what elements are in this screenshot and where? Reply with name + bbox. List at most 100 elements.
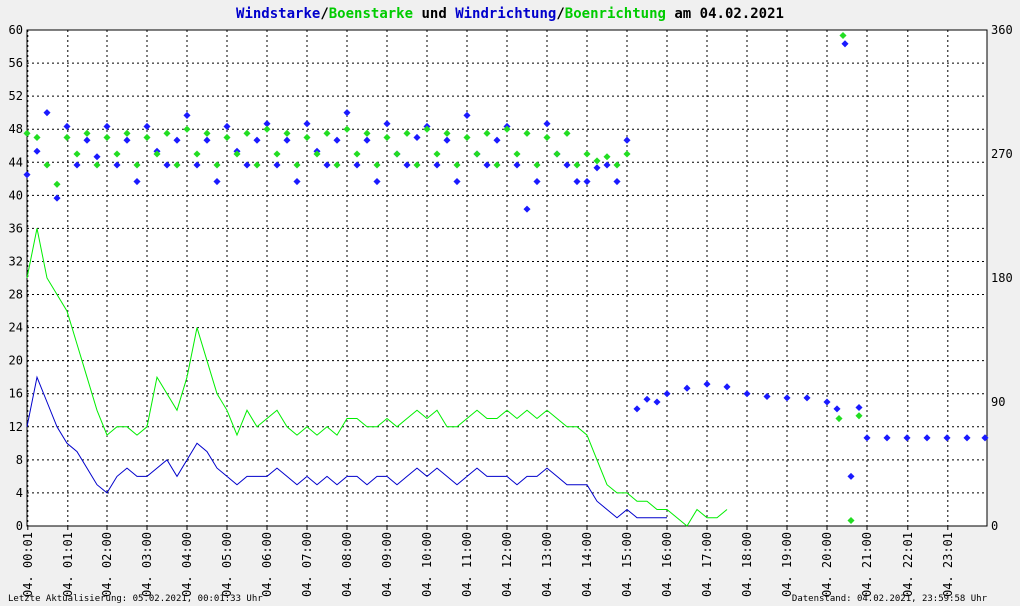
series-boenrichtung-point <box>413 161 421 169</box>
series-windrichtung-point <box>623 136 631 144</box>
series-windrichtung-point <box>883 434 891 442</box>
series-windrichtung-point <box>123 136 131 144</box>
title-boenrichtung: Boenrichtung <box>565 6 666 22</box>
series-windrichtung-point <box>323 161 331 169</box>
series-boenrichtung-point <box>243 129 251 137</box>
series-boenrichtung-point <box>433 150 441 158</box>
series-boenrichtung-point <box>203 129 211 137</box>
series-boenrichtung-point <box>383 133 391 142</box>
series-boenrichtung-point <box>143 133 151 142</box>
series-windrichtung-point <box>841 40 849 48</box>
series-boenstarke-line <box>26 228 728 527</box>
series-windrichtung-point <box>63 122 71 130</box>
series-boenrichtung-point <box>93 161 101 169</box>
y-tick-left: 28 <box>9 288 23 302</box>
series-windrichtung-point <box>763 392 771 401</box>
series-boenrichtung-point <box>623 150 631 158</box>
x-tick-label: 04. 02:00 <box>100 532 114 597</box>
series-boenrichtung-point <box>263 125 271 133</box>
series-windrichtung-point <box>723 383 731 391</box>
series-boenrichtung-point <box>83 129 91 137</box>
series-windrichtung-point <box>383 120 391 128</box>
series-boenrichtung-point <box>193 150 201 158</box>
x-tick-label: 04. 11:00 <box>460 532 474 597</box>
series-boenrichtung-point <box>253 161 261 169</box>
series-windrichtung-point <box>253 136 261 144</box>
series-windrichtung-point <box>823 398 831 406</box>
series-windrichtung-point <box>903 434 911 442</box>
series-boenrichtung-point <box>393 150 401 158</box>
series-boenrichtung-point <box>839 31 847 40</box>
title-und: und <box>413 6 455 22</box>
series-boenrichtung-point <box>593 157 601 165</box>
series-windrichtung-point <box>23 171 31 179</box>
series-boenrichtung-point <box>443 129 451 137</box>
series-boenrichtung-point <box>153 150 161 158</box>
series-windrichtung-point <box>943 434 951 442</box>
y-tick-left: 40 <box>9 188 23 202</box>
series-boenrichtung-point <box>835 414 843 423</box>
series-windrichtung-point <box>443 136 451 144</box>
series-windrichtung-point <box>33 147 41 155</box>
y-tick-left: 8 <box>16 453 23 467</box>
series-boenrichtung-point <box>553 150 561 158</box>
x-tick-label: 04. 00:01 <box>21 532 35 597</box>
x-tick-label: 04. 09:00 <box>380 532 394 597</box>
series-boenrichtung-point <box>463 133 471 142</box>
chart-title: Windstarke/Boenstarke und Windrichtung/B… <box>236 6 784 22</box>
series-windrichtung-point <box>583 178 591 186</box>
series-boenrichtung-point <box>353 150 361 158</box>
series-windrichtung-point <box>273 161 281 169</box>
series-windrichtung-point <box>263 120 271 128</box>
x-tick-label: 04. 05:00 <box>220 532 234 597</box>
series-windrichtung-point <box>293 178 301 186</box>
series-boenrichtung-point <box>583 150 591 158</box>
x-tick-label: 04. 14:00 <box>580 532 594 597</box>
series-boenrichtung-point <box>233 150 241 158</box>
series-boenrichtung-point <box>323 129 331 137</box>
series-windrichtung-point <box>403 161 411 169</box>
y-tick-left: 36 <box>9 221 23 235</box>
series-windrichtung-point <box>333 136 341 144</box>
series-windrichtung-point <box>603 161 611 169</box>
series-windrichtung-point <box>93 153 101 161</box>
series-boenrichtung-point <box>313 150 321 158</box>
series-boenrichtung-point <box>43 161 51 169</box>
series-windrichtung-point <box>855 403 863 412</box>
title-date: am 04.02.2021 <box>666 6 784 22</box>
series-windrichtung-point <box>633 405 641 413</box>
x-tick-label: 04. 19:00 <box>780 532 794 597</box>
y-tick-left: 4 <box>16 486 23 500</box>
x-tick-label: 04. 20:00 <box>820 532 834 597</box>
series-windrichtung-point <box>743 390 751 398</box>
series-windrichtung-point <box>593 164 601 172</box>
series-windrichtung-point <box>783 394 791 402</box>
series-boenrichtung-point <box>183 125 191 133</box>
series-windrichtung-point <box>143 122 151 130</box>
series-windstarke-line <box>26 375 667 519</box>
series-windrichtung-point <box>493 136 501 144</box>
series-windrichtung-point <box>613 178 621 186</box>
x-tick-label: 04. 22:01 <box>901 532 915 597</box>
series-windrichtung-point <box>863 434 871 442</box>
title-boenstarke: Boenstarke <box>329 6 413 22</box>
x-tick-label: 04. 08:00 <box>340 532 354 597</box>
y-tick-left: 12 <box>9 420 23 434</box>
series-windrichtung-point <box>183 111 191 119</box>
series-boenrichtung-point <box>563 129 571 137</box>
series-windrichtung-point <box>83 136 91 144</box>
series-windrichtung-point <box>483 161 491 169</box>
x-tick-label: 04. 23:01 <box>941 532 955 597</box>
x-tick-label: 04. 03:00 <box>140 532 154 597</box>
series-windrichtung-point <box>563 161 571 169</box>
series-windrichtung-point <box>243 161 251 169</box>
grid <box>27 30 987 530</box>
title-windrichtung: Windrichtung <box>455 6 556 22</box>
x-tick-label: 04. 10:00 <box>420 532 434 597</box>
y-tick-left: 32 <box>9 254 23 268</box>
y-tick-left: 44 <box>9 155 23 169</box>
series-boenrichtung-point <box>53 180 61 188</box>
series-windrichtung-point <box>523 205 531 213</box>
